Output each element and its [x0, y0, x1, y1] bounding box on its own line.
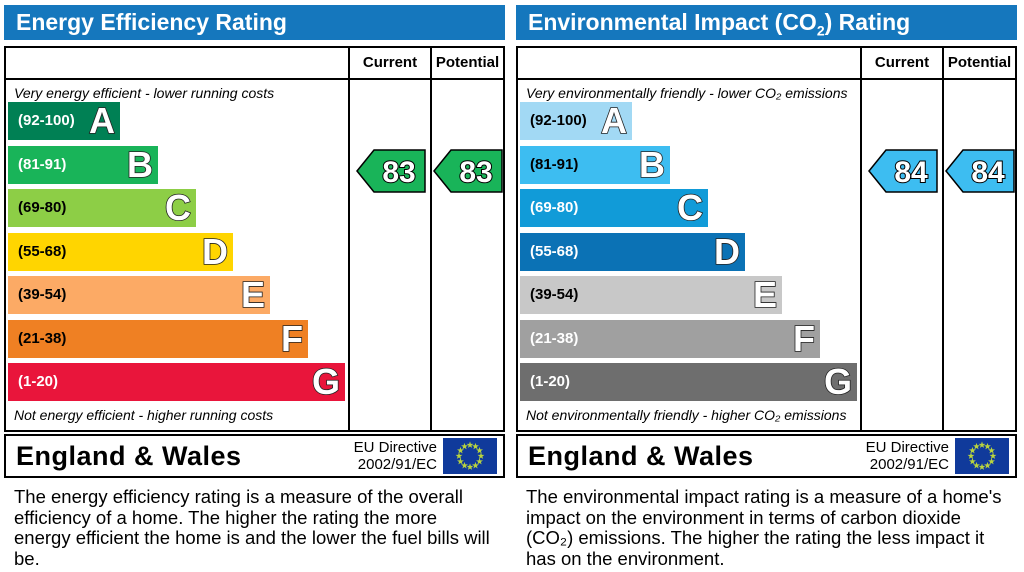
energy-footer: England & Wales EU Directive 2002/91/EC [4, 434, 505, 478]
band-f-bar: (21-38) F [8, 318, 308, 360]
eu-directive-label: EU Directive 2002/91/EC [866, 439, 949, 473]
potential-rating-value: 83 [459, 156, 492, 189]
band-e-bar: (39-54) E [520, 274, 782, 316]
band-e-letter: E [240, 274, 266, 316]
title-text: Environmental Impact (CO [528, 9, 817, 35]
band-g-letter: G [311, 361, 341, 403]
potential-column-divider [942, 48, 944, 430]
eu-flag-icon [955, 438, 1009, 474]
band-e-range: (39-54) [530, 286, 579, 303]
band-d-bar: (55-68) D [520, 231, 745, 273]
band-b-bar: (81-91) B [520, 144, 670, 186]
eu-directive-line2: 2002/91/EC [869, 456, 949, 473]
current-rating-arrow: 83 [356, 149, 426, 193]
band-d-bar: (55-68) D [8, 231, 233, 273]
top-note: Very environmentally friendly - lower CO… [526, 85, 848, 101]
energy-description: The energy efficiency rating is a measur… [14, 486, 490, 569]
potential-column-header: Potential [435, 54, 500, 71]
eu-directive-label: EU Directive 2002/91/EC [354, 439, 437, 473]
header-row-divider [6, 78, 503, 80]
band-b-range: (81-91) [530, 156, 579, 173]
title-text-suffix: ) Rating [824, 9, 911, 35]
energy-efficiency-panel: Energy Efficiency Rating Current Potenti… [4, 0, 505, 572]
current-rating-arrow: 84 [868, 149, 938, 193]
band-d-letter: D [201, 231, 229, 273]
top-note: Very energy efficient - lower running co… [14, 85, 275, 101]
current-column-divider [860, 48, 862, 430]
band-g-range: (1-20) [18, 373, 59, 390]
environmental-footer: England & Wales EU Directive 2002/91/EC [516, 434, 1017, 478]
band-g-letter: G [823, 361, 853, 403]
band-e-range: (39-54) [18, 286, 67, 303]
band-c-bar: (69-80) C [520, 187, 708, 229]
potential-rating-arrow: 84 [945, 149, 1015, 193]
band-c-bar: (69-80) C [8, 187, 196, 229]
band-e-letter: E [752, 274, 778, 316]
title-text: Energy Efficiency Rating [16, 9, 287, 35]
eu-flag-icon [443, 438, 497, 474]
band-b-letter: B [126, 144, 154, 186]
potential-column-divider [430, 48, 432, 430]
bottom-note: Not environmentally friendly - higher CO… [526, 407, 847, 423]
band-g-bar: (1-20) G [8, 361, 345, 403]
potential-column-header: Potential [947, 54, 1012, 71]
title-subscript: 2 [816, 22, 825, 39]
band-f-letter: F [792, 318, 816, 360]
environmental-impact-panel: Environmental Impact (CO2) Rating Curren… [516, 0, 1017, 572]
energy-rating-table: Current Potential Very energy efficient … [4, 46, 505, 432]
band-c-range: (69-80) [530, 199, 579, 216]
eu-directive-line2: 2002/91/EC [357, 456, 437, 473]
band-g-bar: (1-20) G [520, 361, 857, 403]
header-row-divider [518, 78, 1015, 80]
band-a-letter: A [600, 100, 628, 142]
band-f-range: (21-38) [18, 330, 67, 347]
band-a-range: (92-100) [18, 112, 75, 129]
band-f-bar: (21-38) F [520, 318, 820, 360]
band-g-range: (1-20) [530, 373, 571, 390]
band-f-letter: F [280, 318, 304, 360]
current-column-header: Current [362, 54, 418, 71]
band-f-range: (21-38) [530, 330, 579, 347]
band-a-bar: (92-100) A [520, 100, 632, 142]
energy-panel-title: Energy Efficiency Rating [4, 5, 505, 40]
band-a-bar: (92-100) A [8, 100, 120, 142]
current-column-header: Current [874, 54, 930, 71]
band-c-letter: C [164, 187, 192, 229]
band-b-bar: (81-91) B [8, 144, 158, 186]
environmental-description: The environmental impact rating is a mea… [526, 486, 1002, 569]
band-a-range: (92-100) [530, 112, 587, 129]
eu-directive-line1: EU Directive [353, 439, 437, 456]
environmental-panel-title: Environmental Impact (CO2) Rating [516, 5, 1017, 40]
environmental-rating-table: Current Potential Very environmentally f… [516, 46, 1017, 432]
potential-rating-arrow: 83 [433, 149, 503, 193]
current-column-divider [348, 48, 350, 430]
band-d-letter: D [713, 231, 741, 273]
band-a-letter: A [88, 100, 116, 142]
band-c-letter: C [676, 187, 704, 229]
region-label: England & Wales [16, 441, 242, 471]
band-b-letter: B [638, 144, 666, 186]
band-d-range: (55-68) [530, 243, 579, 260]
current-rating-value: 83 [382, 156, 415, 189]
band-c-range: (69-80) [18, 199, 67, 216]
band-e-bar: (39-54) E [8, 274, 270, 316]
eu-directive-line1: EU Directive [865, 439, 949, 456]
bottom-note: Not energy efficient - higher running co… [14, 407, 274, 423]
current-rating-value: 84 [894, 156, 928, 189]
band-d-range: (55-68) [18, 243, 67, 260]
region-label: England & Wales [528, 441, 754, 471]
potential-rating-value: 84 [971, 156, 1005, 189]
band-b-range: (81-91) [18, 156, 67, 173]
